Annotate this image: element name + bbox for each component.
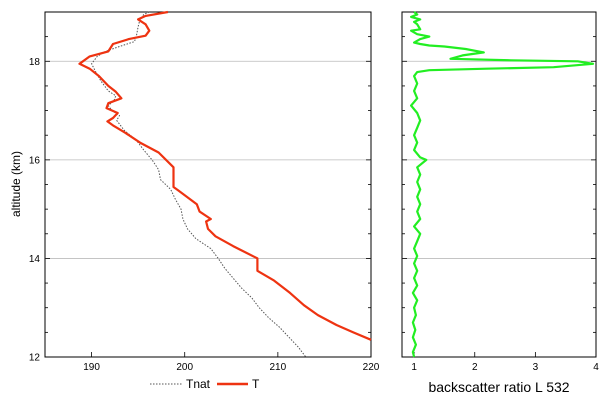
backscatter-xtick-label: 1: [411, 362, 417, 373]
temperature-xtick-label: 200: [176, 362, 193, 373]
temperature-series: [78, 10, 372, 358]
temperature-ytick-label: 14: [29, 254, 41, 265]
temperature-y-ticks: 12 14 16 18: [29, 11, 371, 364]
temperature-xtick-label: 210: [270, 362, 287, 373]
altitude-axis-label: altitude (km): [9, 151, 23, 217]
backscatter-chart: 1 2 3 4 backscatter ratio L 532: [401, 11, 599, 394]
temperature-series-line-t: [78, 10, 372, 341]
backscatter-xtick-label: 2: [472, 362, 478, 373]
legend-tnat-label: Tnat: [186, 377, 211, 391]
backscatter-y-ticks: [402, 11, 596, 358]
temperature-chart: 12 14 16 18 190 200 210 220 altitude (km): [9, 10, 380, 373]
temperature-xtick-label: 220: [363, 362, 380, 373]
backscatter-plot-frame: [401, 11, 597, 358]
temperature-x-ticks: 190 200 210 220: [83, 352, 380, 373]
backscatter-series-line-0: [410, 11, 595, 358]
temperature-ytick-label: 16: [29, 155, 41, 166]
temperature-xtick-label: 190: [83, 362, 100, 373]
legend-t-label: T: [252, 377, 260, 391]
temperature-plot-frame: [44, 11, 372, 358]
temperature-ytick-label: 12: [29, 353, 41, 364]
backscatter-series: [410, 11, 595, 358]
backscatter-xtick-label: 4: [593, 362, 599, 373]
temperature-ytick-label: 18: [29, 57, 41, 68]
backscatter-axis-label: backscatter ratio L 532: [428, 379, 569, 394]
temperature-series-line-tnat: [91, 11, 307, 358]
legend: Tnat T: [150, 377, 260, 391]
backscatter-xtick-label: 3: [533, 362, 539, 373]
temperature-grid: [45, 60, 371, 259]
